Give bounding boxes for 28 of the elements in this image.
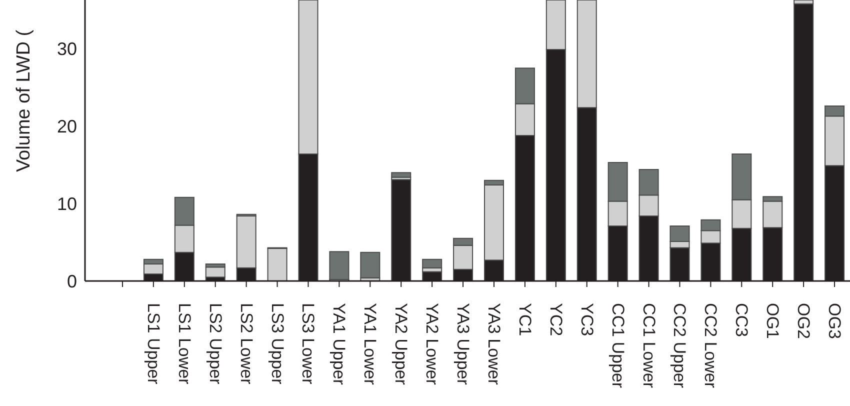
x-tick-label: CC2 Lower [701,303,720,388]
x-tick-label: CC2 Upper [670,303,690,388]
x-tick-label: CC1 Lower [639,303,658,388]
y-tick-label: 10 [56,194,77,214]
x-tick-label: LS3 Lower [298,303,318,385]
x-tick-label: YA3 Upper [454,303,473,386]
x-tick-label: OG3 [825,303,844,339]
x-tick-label: YA1 Upper [330,303,349,386]
x-tick-label: LS2 Lower [236,303,256,385]
x-tick-label: CC1 Upper [608,303,628,388]
y-tick-label: 0 [66,271,77,292]
x-tick-label: YC2 [546,303,566,336]
x-tick-label: YC1 [515,303,534,336]
y-tick-label: 30 [56,39,77,60]
y-axis-title: Volume of LWD ( [14,29,34,172]
x-tick-label: LS1 Lower [174,303,194,385]
x-tick-label: OG2 [794,303,814,339]
x-tick-label: LS3 Upper [268,303,287,385]
x-tick-label: OG1 [763,303,782,339]
x-tick-label: LS1 Upper [144,303,163,385]
x-tick-label: YA2 Lower [422,303,442,386]
x-tick-label: YC3 [577,303,596,336]
y-tick-label: 20 [56,116,77,137]
x-tick-label: LS2 Upper [206,303,225,385]
x-tick-label: YA1 Lower [360,303,380,386]
x-tick-label: YA2 Upper [392,303,411,386]
x-tick-label: YA3 Lower [484,303,504,386]
x-tick-label: CC3 [732,303,752,338]
